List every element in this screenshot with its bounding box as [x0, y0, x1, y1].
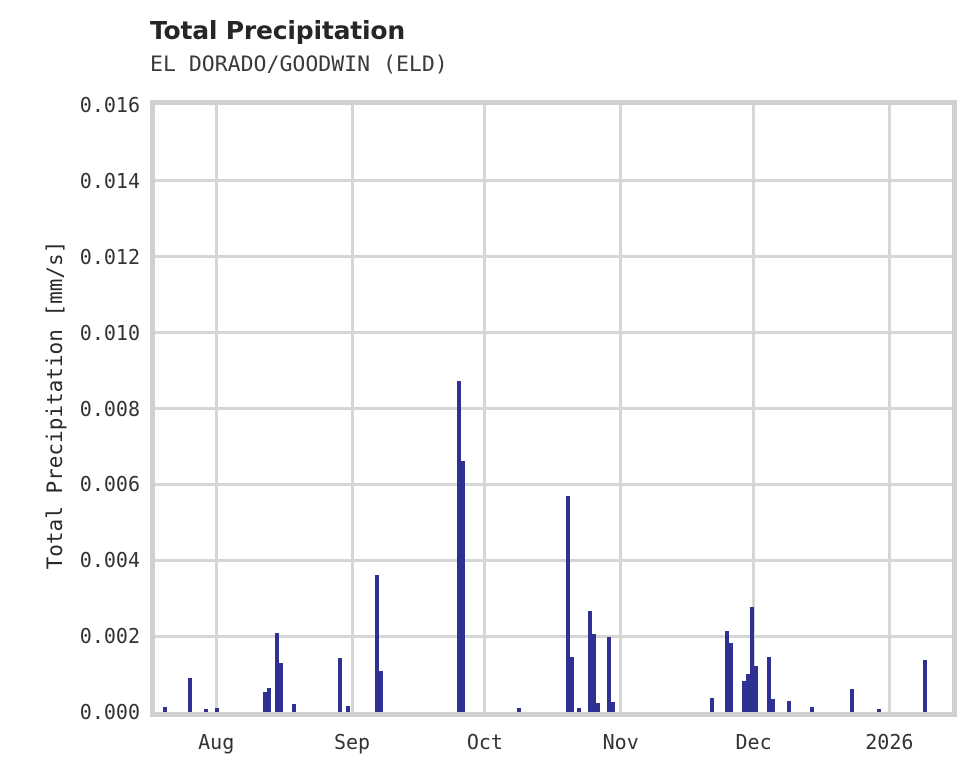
bar: [876, 708, 881, 712]
x-axis-tick-label: Nov: [602, 730, 639, 754]
gridline-vertical: [619, 105, 623, 717]
gridline-horizontal: [150, 407, 957, 410]
bar: [337, 657, 342, 712]
y-axis-tick-label: 0.010: [79, 320, 140, 345]
gridline-vertical: [350, 105, 354, 717]
bar: [754, 666, 759, 712]
bar: [809, 707, 814, 712]
bar: [204, 708, 209, 712]
bar: [577, 707, 581, 712]
bar: [745, 674, 750, 712]
gridline-horizontal: [150, 331, 957, 335]
y-axis-tick-label: 0.004: [79, 548, 140, 573]
y-axis-tick-label: 0.000: [79, 700, 140, 724]
plot-frame-left: [150, 100, 155, 717]
plot-area: [150, 100, 957, 717]
bar: [517, 707, 522, 712]
bar: [345, 706, 350, 712]
plot-frame-bottom: [150, 712, 957, 717]
chart-title: Total Precipitation: [150, 16, 405, 45]
bar: [607, 637, 612, 712]
y-axis-tick-label: 0.012: [79, 244, 140, 269]
bar: [569, 657, 574, 712]
gridline-vertical: [887, 105, 891, 717]
bar: [709, 697, 714, 712]
bar: [749, 606, 754, 712]
x-axis-tick-label: Dec: [735, 730, 772, 754]
bar: [262, 692, 267, 712]
bar: [611, 702, 616, 712]
chart-subtitle: EL DORADO/GOODWIN (ELD): [150, 52, 448, 77]
gridline-horizontal: [150, 179, 957, 183]
bar-series: [150, 100, 957, 717]
gridline-horizontal: [150, 255, 957, 259]
bar: [729, 642, 734, 712]
gridline-horizontal: [150, 482, 957, 486]
x-axis-tick-label: Aug: [198, 730, 235, 754]
bar: [766, 657, 771, 712]
y-axis-tick-label: 0.014: [79, 168, 140, 193]
bar: [725, 631, 730, 712]
y-axis-tick-label: 0.016: [79, 93, 140, 117]
bar: [461, 460, 466, 712]
x-axis-tick-label: 2026: [865, 730, 914, 754]
bar: [292, 703, 297, 712]
bar: [266, 688, 271, 712]
plot-frame-top: [150, 100, 957, 105]
gridline-vertical: [483, 105, 487, 717]
bar: [770, 699, 775, 712]
bar: [596, 702, 601, 712]
y-axis-title: Total Precipitation [mm/s]: [43, 240, 67, 570]
bar: [592, 634, 597, 712]
x-axis-tick-label: Sep: [333, 730, 371, 754]
bar: [274, 633, 279, 712]
gridline-vertical: [752, 105, 756, 717]
y-axis-tick-label: 0.008: [79, 396, 140, 421]
y-axis-tick-labels: 0.000 0.002 0.004 0.006 0.008 0.010 0.012 0.014…: [0, 0, 140, 780]
bar: [741, 680, 746, 712]
gridline-vertical: [214, 105, 218, 717]
bar: [187, 678, 192, 712]
gridline-horizontal: [150, 558, 957, 562]
bar: [375, 575, 380, 712]
y-axis-tick-label: 0.002: [79, 624, 140, 649]
gridline-horizontal: [150, 634, 957, 638]
bar: [278, 662, 283, 712]
bar: [786, 701, 791, 712]
bar: [850, 689, 855, 712]
bar: [379, 671, 384, 712]
plot-frame-right: [952, 100, 957, 717]
bar: [215, 708, 220, 712]
x-axis-tick-labels: Aug Sep Oct Nov Dec 2026: [150, 730, 957, 770]
bar: [565, 495, 570, 712]
bar: [162, 707, 167, 712]
x-axis-tick-label: Oct: [466, 730, 503, 754]
y-axis-tick-label: 0.006: [79, 472, 140, 497]
bar: [588, 610, 593, 712]
bar: [457, 380, 462, 712]
bar: [922, 659, 927, 712]
